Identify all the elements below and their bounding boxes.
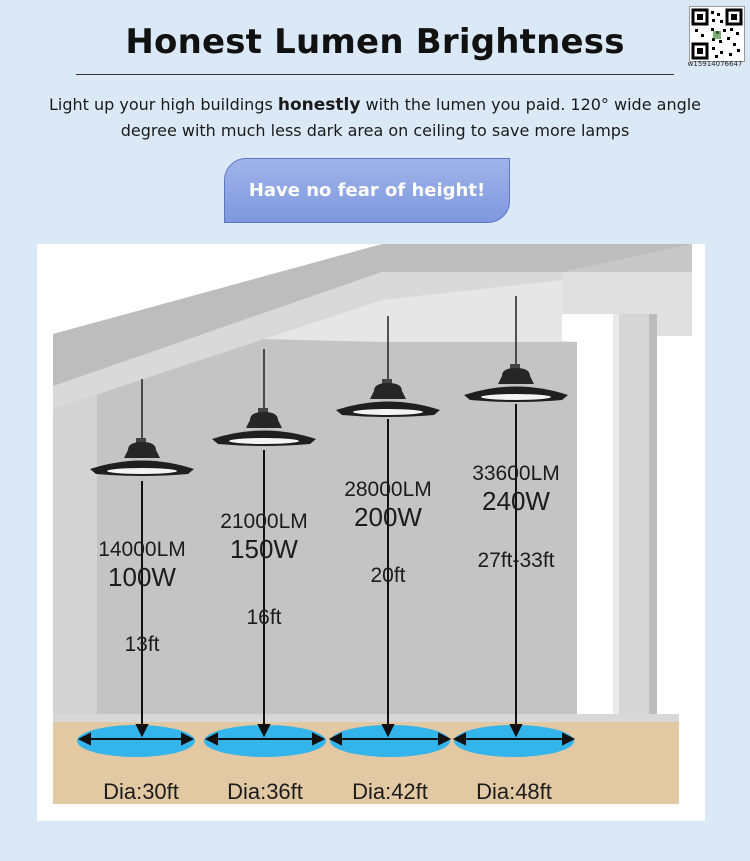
lamp-4-watt: 240W	[482, 486, 550, 516]
lamp-2-height: 16ft	[246, 606, 282, 629]
description-text-2: with the lumen you paid. 120° wide angle…	[120, 95, 702, 140]
page-title: Honest Lumen Brightness	[125, 22, 625, 62]
lamp-3-diameter: Dia:42ft	[352, 779, 428, 804]
title-underline	[76, 74, 674, 75]
lamp-3-height: 20ft	[370, 564, 406, 587]
lamp-3	[336, 379, 440, 417]
lamp-2	[212, 408, 316, 446]
description-bold: honestly	[277, 95, 361, 115]
description-text-1: Light up your high buildings	[48, 95, 278, 114]
lamp-2-lumen: 21000LM	[220, 510, 308, 533]
qr-id-text: w15914076647	[687, 60, 743, 68]
lamp-1-watt: 100W	[108, 562, 176, 592]
lamp-1-diameter: Dia:30ft	[103, 779, 179, 804]
banner-text: Have no fear of height!	[248, 180, 486, 201]
lamp-1-height: 13ft	[124, 633, 160, 656]
light-pools	[77, 725, 574, 757]
light-pool-1	[77, 725, 195, 757]
banner: Have no fear of height!	[224, 158, 510, 223]
lamp-1-lumen: 14000LM	[98, 538, 186, 561]
lamp-4-height: 27ft-33ft	[477, 549, 555, 572]
light-pool-2	[204, 725, 326, 757]
lamp-3-watt: 200W	[354, 502, 422, 532]
lamp-4-diameter: Dia:48ft	[476, 779, 552, 804]
lamp-4	[464, 364, 568, 402]
light-pool-4	[454, 725, 574, 757]
light-pool-3	[330, 725, 450, 757]
lamp-3-lumen: 28000LM	[344, 478, 432, 501]
lamp-1	[90, 438, 194, 476]
lamp-4-lumen: 33600LM	[472, 462, 560, 485]
description: Light up your high buildings honestly wi…	[40, 92, 710, 144]
lamp-2-diameter: Dia:36ft	[227, 779, 303, 804]
warehouse-illustration: 14000LM 100W 13ft Dia:30ft 21000LM 150W …	[37, 244, 705, 821]
qr-code	[689, 6, 745, 62]
lamp-2-watt: 150W	[230, 534, 298, 564]
